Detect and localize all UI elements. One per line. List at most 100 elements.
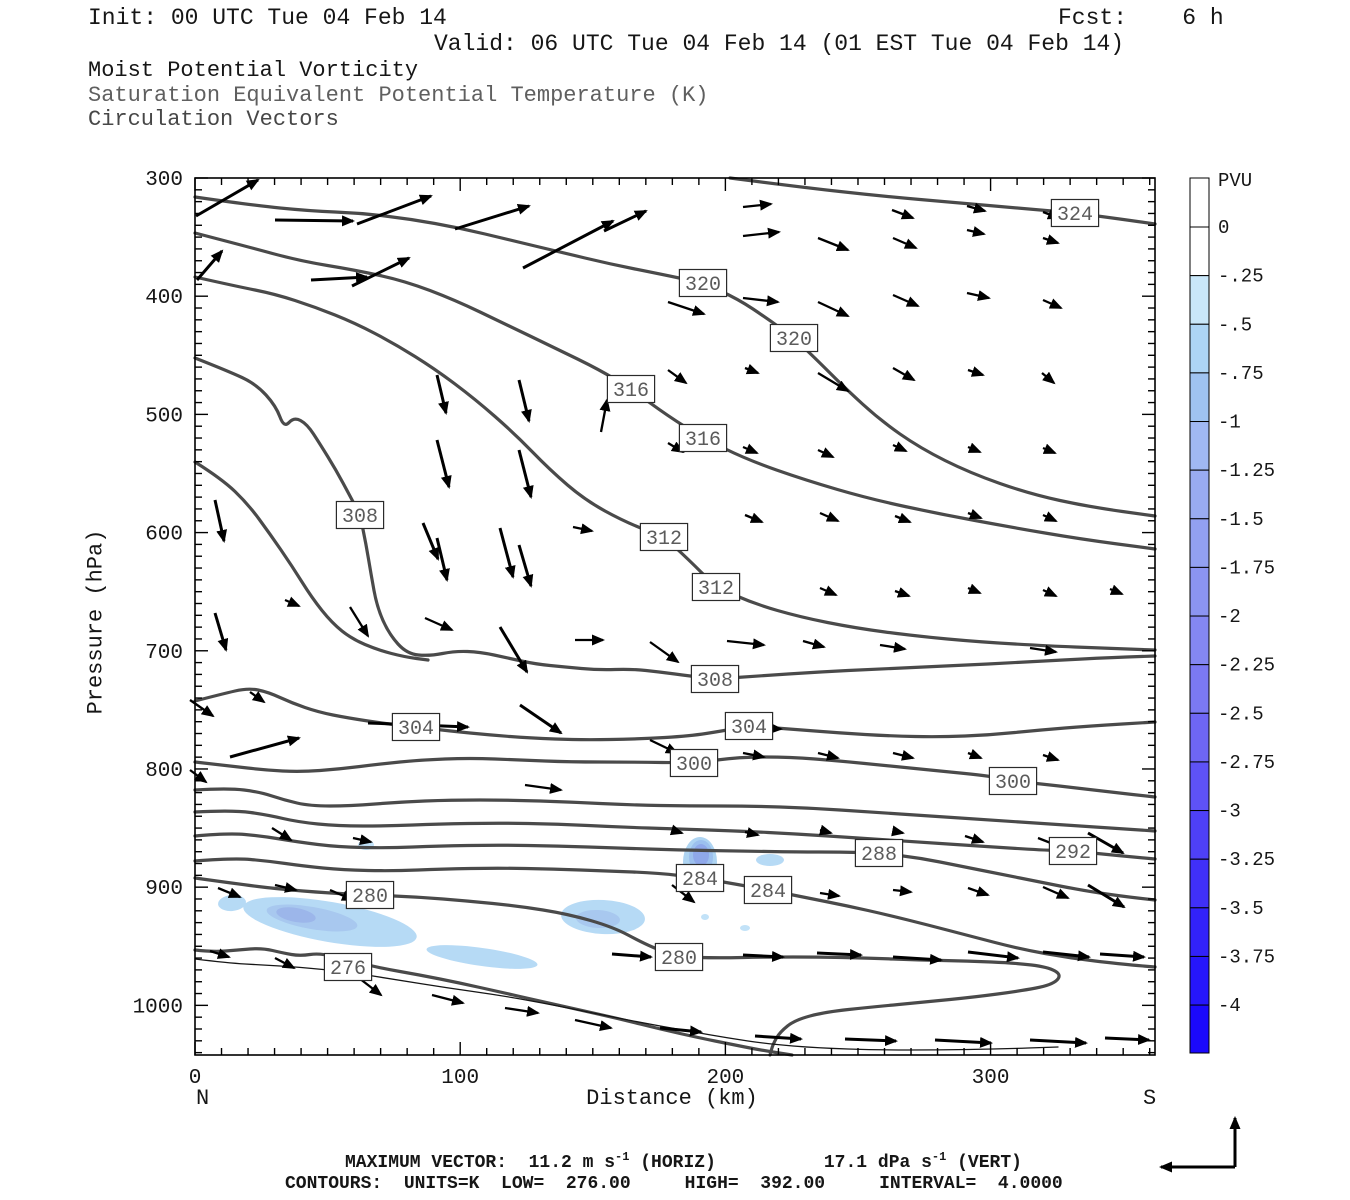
vector-arrow xyxy=(424,616,454,632)
colorbar-layer: PVU 0 -.25 -.5 -.75 -1 -1.25 -1.5 -1.75 -2 -2.25 -2… xyxy=(1189,170,1275,1054)
vector-arrow xyxy=(517,544,534,588)
colorbar-tick-label: -1 xyxy=(1218,412,1241,434)
contour-line xyxy=(193,460,430,662)
reference-vector xyxy=(1159,1116,1241,1173)
vector-arrow xyxy=(1042,298,1063,310)
mpv-shading-patch xyxy=(426,945,538,969)
colorbar-tick-label: -2.5 xyxy=(1218,703,1264,725)
vector-arrow xyxy=(274,215,355,227)
vector-arrow xyxy=(522,219,615,270)
mpv-shading-patch xyxy=(701,914,709,920)
colorbar-block xyxy=(1189,955,1210,1006)
vector-arrow xyxy=(659,1025,703,1037)
vector-arrow xyxy=(519,703,563,735)
colorbar-block xyxy=(1189,275,1210,325)
valid-time-label: Valid: 06 UTC Tue 04 Feb 14 (01 EST Tue … xyxy=(434,31,1125,57)
vector-arrow xyxy=(819,585,838,597)
contour-label: 308 xyxy=(335,500,385,530)
vector-arrow xyxy=(966,202,987,214)
colorbar-block xyxy=(1189,615,1210,666)
vector-arrow xyxy=(1109,584,1124,596)
vector-arrow xyxy=(817,300,850,318)
svg-text:280: 280 xyxy=(661,948,697,971)
vector-arrow xyxy=(498,626,529,674)
svg-text:308: 308 xyxy=(697,670,733,693)
vector-arrow xyxy=(726,638,766,650)
colorbar-tick-label: -3.5 xyxy=(1218,898,1264,920)
vector-arrow xyxy=(892,293,920,308)
colorbar-tick-label: -2 xyxy=(1218,606,1241,628)
colorbar-tick-label: -.75 xyxy=(1218,363,1264,385)
vector-arrow xyxy=(1029,644,1058,656)
contour-label: 284 xyxy=(675,863,725,893)
vector-arrow xyxy=(816,949,863,960)
contour-line xyxy=(193,687,1157,742)
vector-arrow xyxy=(504,1005,540,1017)
vector-arrow xyxy=(934,1036,993,1048)
y-tick-label: 400 xyxy=(145,287,183,310)
vector-arrow xyxy=(742,443,759,455)
contour-line xyxy=(193,356,1157,680)
contour-label: 300 xyxy=(988,766,1038,796)
vector-arrow xyxy=(742,199,773,211)
max-vector-horiz: MAXIMUM VECTOR: 11.2 m s xyxy=(345,1153,616,1173)
north-end-marker: N xyxy=(196,1086,210,1111)
vector-arrow xyxy=(421,522,440,561)
y-tick-label: 500 xyxy=(145,405,183,428)
vector-arrow xyxy=(754,1032,803,1044)
contour-label: 304 xyxy=(391,712,441,742)
vector-arrow xyxy=(742,227,781,239)
vector-arrow xyxy=(352,834,373,845)
y-tick-label: 600 xyxy=(145,524,183,547)
contour-line xyxy=(193,275,1157,652)
vector-arrow xyxy=(967,583,982,595)
colorbar-block xyxy=(1189,372,1210,423)
vector-arrow xyxy=(213,612,229,652)
vector-arrow xyxy=(819,888,841,900)
vector-arrow xyxy=(356,194,433,226)
svg-text:304: 304 xyxy=(398,718,434,741)
contour-label: 316 xyxy=(606,374,656,404)
contour-label: 276 xyxy=(323,952,373,982)
vector-arrow xyxy=(195,178,260,218)
contour-label: 292 xyxy=(1048,836,1098,866)
colorbar-block xyxy=(1189,226,1210,277)
contour-line xyxy=(193,876,1061,1057)
colorbar-tick-label: -.5 xyxy=(1218,314,1252,336)
vector-arrow xyxy=(1042,234,1060,245)
svg-text:320: 320 xyxy=(685,274,721,297)
vector-arrow xyxy=(817,749,840,761)
vector-arrow xyxy=(431,993,465,1006)
colorbar-tick-label: -3 xyxy=(1218,801,1241,823)
vector-arrow xyxy=(669,824,684,836)
product-title-mpv: Moist Potential Vorticity xyxy=(88,58,419,83)
vector-arrow xyxy=(1029,1036,1088,1048)
contour-label: 320 xyxy=(678,268,728,298)
vector-arrow xyxy=(649,641,680,664)
svg-text:284: 284 xyxy=(750,881,786,904)
contour-label: 280 xyxy=(654,942,704,972)
vector-arrow xyxy=(274,956,296,970)
vector-arrow xyxy=(1099,950,1146,962)
vector-arrow xyxy=(603,209,648,233)
vector-arrow xyxy=(229,735,301,759)
vector-arrow xyxy=(802,638,826,650)
colorbar-tick-label: -.25 xyxy=(1218,266,1264,288)
vector-arrow xyxy=(274,882,298,893)
x-axis-label: Distance (km) xyxy=(586,1086,758,1111)
colorbar-tick-label: -4 xyxy=(1218,995,1241,1017)
y-tick-label: 300 xyxy=(145,169,183,192)
vector-arrow xyxy=(818,824,833,836)
x-tick-label: 200 xyxy=(706,1067,744,1090)
vector-arrow xyxy=(1042,443,1057,455)
vector-arrow xyxy=(1042,511,1058,523)
svg-text:300: 300 xyxy=(995,772,1031,795)
product-title-vectors: Circulation Vectors xyxy=(88,107,339,132)
contour-info-caption: CONTOURS: UNITS=K LOW= 276.00 HIGH= 392.… xyxy=(285,1174,1063,1194)
vector-arrow xyxy=(892,885,913,897)
contour-label: 316 xyxy=(678,423,728,453)
vector-arrow xyxy=(742,295,780,307)
init-time-label: Init: 00 UTC Tue 04 Feb 14 xyxy=(88,5,447,31)
vector-arrow xyxy=(1042,586,1058,598)
vector-arrow xyxy=(249,691,266,704)
